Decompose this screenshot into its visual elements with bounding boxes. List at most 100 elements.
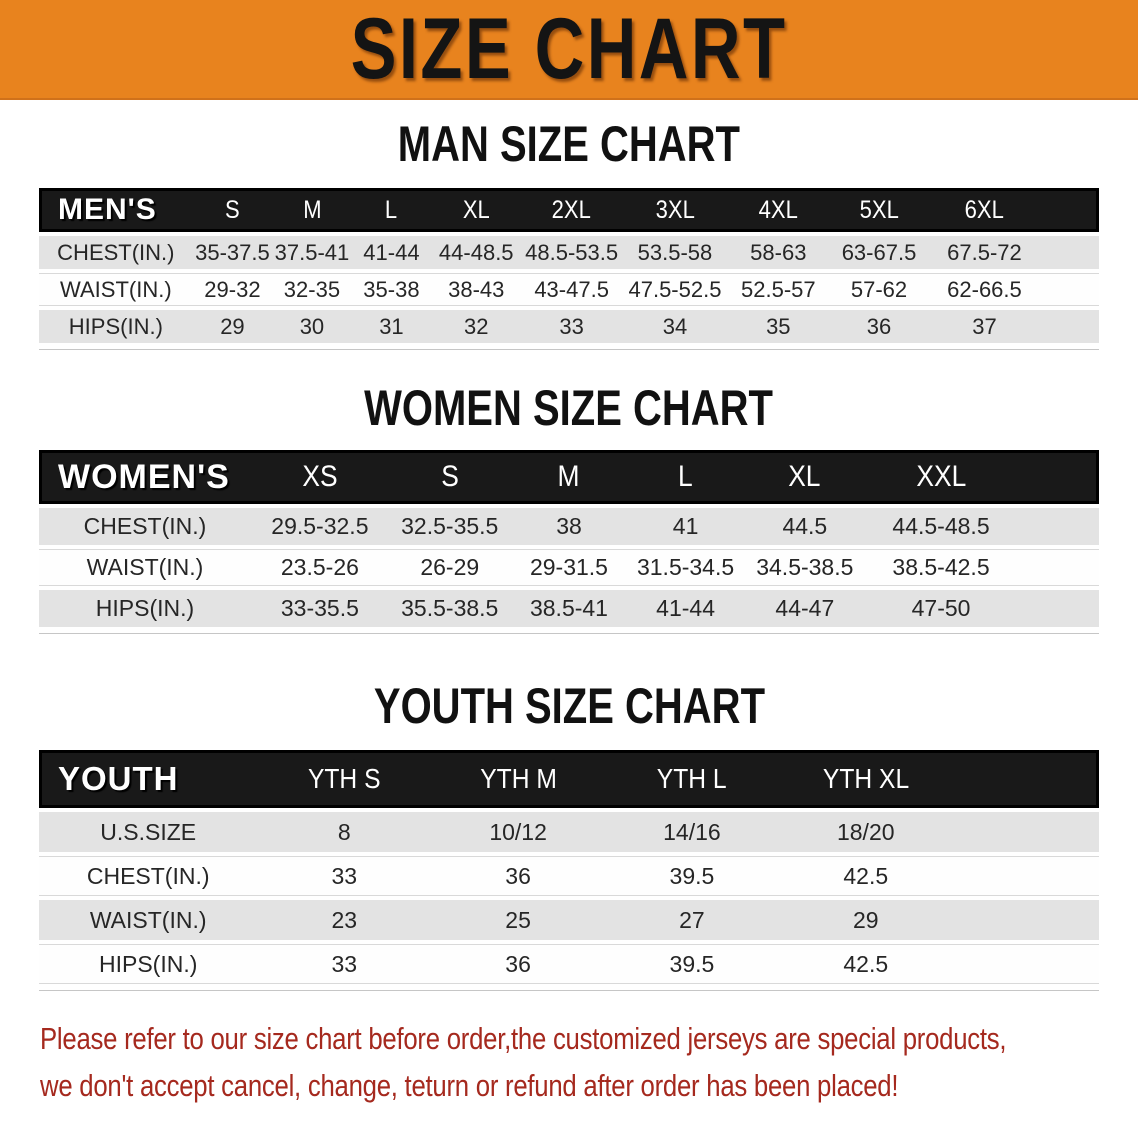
measurement-cell: 36 — [431, 944, 606, 984]
row-filler — [1016, 508, 1099, 545]
table-label-text: WOMEN'S — [58, 457, 230, 496]
row-label: WAIST(IN.) — [39, 273, 193, 306]
row-label: HIPS(IN.) — [39, 944, 258, 984]
measurement-cell: 18/20 — [778, 812, 953, 852]
youth-row-waistin: WAIST(IN.) 23 25 27 29 — [39, 900, 1099, 940]
youth-header-row: YOUTH YTH S YTH M YTH L YTH XL — [39, 750, 1099, 808]
row-filler — [1039, 236, 1099, 269]
mens-size-table: MEN'S S M L XL 2XL 3XL 4XL 5XL 6XL CHEST(IN.) 35-37… — [39, 184, 1099, 347]
measurement-cell: 41-44 — [351, 236, 432, 269]
row-filler — [952, 812, 1099, 852]
size-column-header-xl: XL — [431, 188, 522, 232]
row-filler — [952, 856, 1099, 896]
measurement-cell: 10/12 — [431, 812, 606, 852]
womens-table-label: WOMEN'S — [39, 450, 251, 504]
row-filler — [1039, 310, 1099, 343]
measurement-cell: 14/16 — [605, 812, 779, 852]
row-label: HIPS(IN.) — [39, 310, 193, 343]
measurement-cell: 33 — [257, 944, 432, 984]
womens-header-row: WOMEN'S XS S M L XL XXL — [39, 450, 1099, 504]
size-column-text: 5XL — [859, 195, 899, 224]
size-column-header-m: M — [510, 450, 628, 504]
measurement-cell: 33 — [521, 310, 622, 343]
size-column-text: M — [302, 195, 322, 224]
size-column-header-3xl: 3XL — [621, 188, 728, 232]
measurement-cell: 57-62 — [828, 273, 930, 306]
size-column-text: M — [557, 460, 580, 493]
measurement-cell: 63-67.5 — [828, 236, 930, 269]
size-column-header-l: L — [627, 450, 744, 504]
measurement-cell: 31.5-34.5 — [627, 549, 744, 586]
measurement-cell: 34 — [621, 310, 728, 343]
measurement-cell: 31 — [351, 310, 432, 343]
measurement-cell: 53.5-58 — [621, 236, 728, 269]
size-column-header-xl: XL — [743, 450, 866, 504]
size-chart-banner: SIZE CHART — [0, 0, 1138, 100]
measurement-cell: 27 — [605, 900, 779, 940]
size-column-header-m: M — [272, 188, 352, 232]
measurement-cell: 29.5-32.5 — [251, 508, 389, 545]
mens-chart-heading: MAN SIZE CHART — [39, 118, 1099, 170]
measurement-cell: 67.5-72 — [929, 236, 1040, 269]
youth-size-table: YOUTH YTH S YTH M YTH L YTH XL U.S.SIZE 8 10/12… — [39, 746, 1099, 988]
row-filler — [1016, 590, 1099, 627]
table-label-text: MEN'S — [58, 193, 157, 226]
table-underline — [39, 349, 1099, 350]
size-column-header-6xl: 6XL — [929, 188, 1040, 232]
womens-section: WOMEN SIZE CHART WOMEN'S XS S M L XL XXL CHEST(I… — [39, 382, 1099, 634]
measurement-cell: 35.5-38.5 — [388, 590, 511, 627]
measurement-cell: 42.5 — [778, 856, 953, 896]
row-label: CHEST(IN.) — [39, 856, 258, 896]
row-label: U.S.SIZE — [39, 812, 258, 852]
measurement-cell: 30 — [272, 310, 352, 343]
measurement-cell: 36 — [828, 310, 930, 343]
measurement-cell: 44.5 — [743, 508, 866, 545]
measurement-cell: 38.5-42.5 — [865, 549, 1017, 586]
header-filler — [1039, 188, 1099, 232]
womens-row-waistin: WAIST(IN.) 23.5-26 26-29 29-31.5 31.5-34.5 34… — [39, 549, 1099, 586]
womens-chart-heading: WOMEN SIZE CHART — [39, 382, 1099, 434]
youth-row-chestin: CHEST(IN.) 33 36 39.5 42.5 — [39, 856, 1099, 896]
measurement-cell: 35-37.5 — [192, 236, 273, 269]
measurement-cell: 29-31.5 — [510, 549, 628, 586]
measurement-cell: 35-38 — [351, 273, 432, 306]
mens-header-row: MEN'S S M L XL 2XL 3XL 4XL 5XL 6XL — [39, 188, 1099, 232]
measurement-cell: 41-44 — [627, 590, 744, 627]
table-underline — [39, 633, 1099, 634]
size-column-header-xs: XS — [251, 450, 389, 504]
measurement-cell: 32-35 — [272, 273, 352, 306]
measurement-cell: 29-32 — [192, 273, 273, 306]
size-column-text: L — [678, 460, 693, 493]
measurement-cell: 34.5-38.5 — [743, 549, 866, 586]
measurement-cell: 29 — [192, 310, 273, 343]
size-column-header-2xl: 2XL — [521, 188, 622, 232]
mens-table-label: MEN'S — [39, 188, 193, 232]
size-column-text: XL — [788, 460, 821, 493]
measurement-cell: 47.5-52.5 — [621, 273, 728, 306]
size-column-text: S — [225, 195, 240, 224]
size-column-text: YTH L — [657, 763, 727, 794]
youth-table-label: YOUTH — [39, 750, 258, 808]
measurement-cell: 8 — [257, 812, 432, 852]
mens-row-waistin: WAIST(IN.) 29-32 32-35 35-38 38-43 43-47.5 47.… — [39, 273, 1099, 306]
footer-note: Please refer to our size chart before or… — [40, 1015, 1138, 1109]
row-filler — [1039, 273, 1099, 306]
size-column-text: S — [440, 460, 459, 493]
measurement-cell: 42.5 — [778, 944, 953, 984]
size-column-text: 2XL — [552, 195, 592, 224]
measurement-cell: 37.5-41 — [272, 236, 352, 269]
measurement-cell: 36 — [431, 856, 606, 896]
size-column-text: 4XL — [758, 195, 798, 224]
womens-row-hipsin: HIPS(IN.) 33-35.5 35.5-38.5 38.5-41 41-44 44-… — [39, 590, 1099, 627]
measurement-cell: 38 — [510, 508, 628, 545]
size-column-header-5xl: 5XL — [828, 188, 930, 232]
heading-text: MAN SIZE CHART — [397, 116, 741, 172]
measurement-cell: 23 — [257, 900, 432, 940]
measurement-cell: 25 — [431, 900, 606, 940]
row-label: CHEST(IN.) — [39, 508, 251, 545]
size-column-header-s: S — [192, 188, 273, 232]
size-column-text: 6XL — [964, 195, 1005, 224]
size-column-header-ythm: YTH M — [431, 750, 606, 808]
measurement-cell: 29 — [778, 900, 953, 940]
size-column-header-yths: YTH S — [257, 750, 432, 808]
